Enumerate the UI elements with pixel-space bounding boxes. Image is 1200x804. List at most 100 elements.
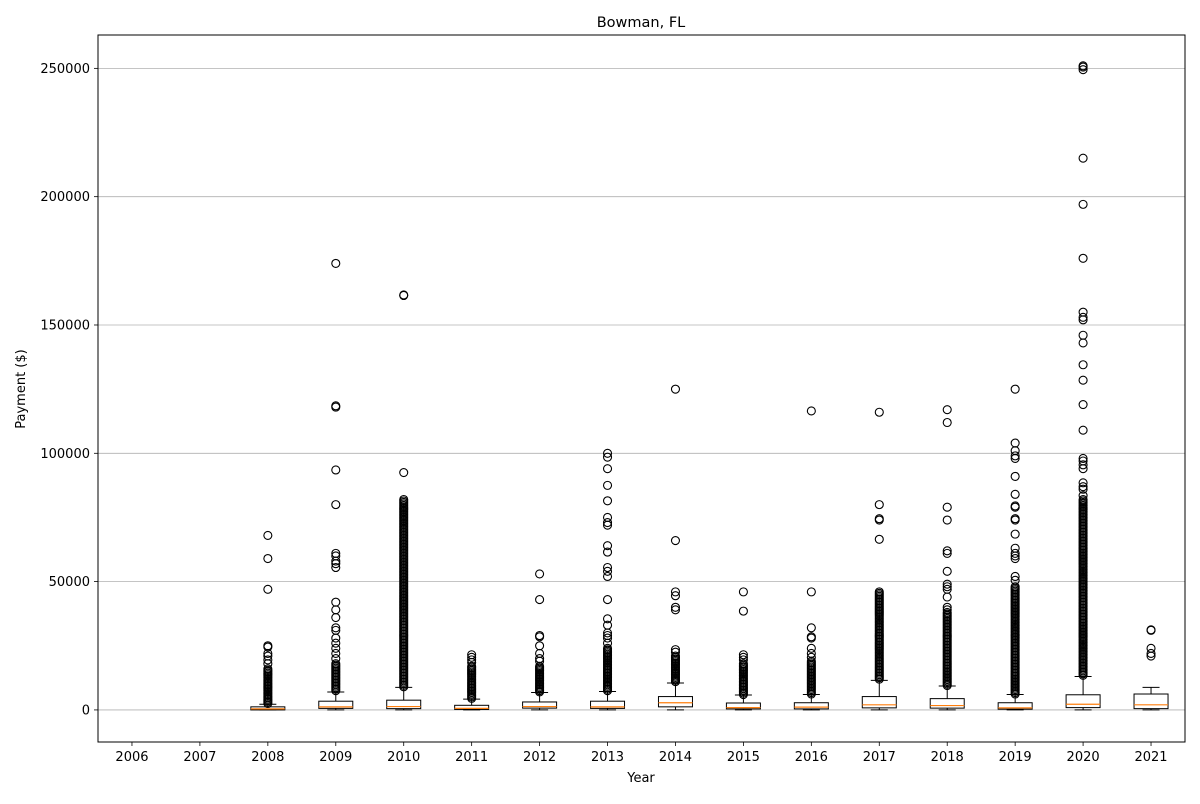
box-iqr <box>997 702 1033 710</box>
outlier-point <box>602 571 613 582</box>
outlier-point <box>1078 62 1088 72</box>
outlier-point <box>806 406 816 416</box>
box-iqr <box>725 702 761 710</box>
outlier-point <box>1078 338 1088 348</box>
grid-lines <box>98 67 1185 711</box>
outlier-point <box>602 638 613 648</box>
outlier-point <box>467 657 477 667</box>
x-tick-label: 2011 <box>455 750 488 765</box>
outlier-point <box>467 652 477 662</box>
outlier-point <box>874 534 884 544</box>
outlier-point <box>399 467 409 478</box>
outlier-point <box>331 556 341 566</box>
outlier-point <box>670 602 681 612</box>
box-iqr <box>522 701 558 709</box>
outlier-point <box>1010 582 1020 592</box>
box-iqr <box>454 704 490 710</box>
box-group <box>1065 61 1101 711</box>
x-tick-label: 2008 <box>251 750 284 765</box>
outlier-point <box>263 648 273 659</box>
x-tick-label: 2014 <box>659 750 692 765</box>
outlier-point <box>602 541 613 551</box>
outlier-point <box>331 402 341 412</box>
outlier-point <box>1078 360 1088 370</box>
box-group <box>250 530 286 711</box>
outlier-point <box>1078 375 1088 385</box>
outlier-point <box>263 664 273 674</box>
outlier-point <box>942 605 952 615</box>
outlier-point <box>1010 548 1020 558</box>
outlier-point <box>331 654 341 664</box>
outlier-point <box>942 417 952 428</box>
outlier-point <box>874 407 884 417</box>
outlier-point <box>1078 65 1088 75</box>
outlier-point <box>738 650 748 660</box>
outlier-point <box>602 448 613 458</box>
x-tick-label: 2020 <box>1067 750 1100 765</box>
box-iqr <box>929 698 965 709</box>
outlier-point <box>1010 515 1020 525</box>
outlier-point <box>1146 648 1156 659</box>
x-axis-ticks: 2006 2007 2008 2009 2010 2011 2012 2013 2014 2015… <box>115 742 1168 765</box>
outlier-point <box>942 607 952 617</box>
outlier-point <box>942 502 952 512</box>
y-tick-label: 100000 <box>40 447 90 462</box>
box-group <box>318 258 354 711</box>
outlier-point <box>738 655 748 665</box>
outlier-point <box>331 648 341 659</box>
box-iqr <box>1065 694 1101 709</box>
outlier-point <box>1078 399 1088 410</box>
outlier-point <box>1078 482 1088 492</box>
x-tick-label: 2007 <box>183 750 216 765</box>
outlier-point <box>1010 384 1020 394</box>
outlier-point <box>602 496 613 506</box>
x-axis-label: Year <box>626 771 655 786</box>
outlier-point <box>263 553 273 564</box>
outlier-point <box>806 652 816 662</box>
outlier-point <box>263 659 273 669</box>
outlier-point <box>535 654 545 664</box>
outlier-point <box>263 642 273 652</box>
y-tick-label: 200000 <box>40 190 90 205</box>
outlier-point <box>602 643 613 653</box>
outlier-point <box>942 592 952 602</box>
outlier-point <box>1010 571 1020 582</box>
box-iqr <box>1133 693 1169 710</box>
outlier-point <box>602 518 613 528</box>
y-tick-label: 50000 <box>49 575 90 590</box>
box-group <box>522 569 558 711</box>
outlier-point <box>331 638 341 648</box>
outlier-point <box>942 548 952 558</box>
box-group <box>997 384 1033 711</box>
outlier-point <box>399 494 409 505</box>
outlier-point <box>1078 312 1088 322</box>
outlier-point <box>1078 453 1088 463</box>
y-axis-ticks: 0 50000 100000 150000 200000 250000 <box>40 62 98 718</box>
outlier-point <box>331 500 341 510</box>
outlier-point <box>1010 489 1020 499</box>
outlier-point <box>1078 464 1088 474</box>
outlier-point <box>602 614 613 624</box>
y-axis-label: Payment ($) <box>14 349 29 428</box>
outlier-point <box>602 633 613 643</box>
outlier-point <box>670 605 681 615</box>
box-group <box>725 587 761 711</box>
outlier-point <box>738 659 748 669</box>
x-tick-label: 2017 <box>863 750 896 765</box>
outlier-point <box>670 647 681 657</box>
outlier-point <box>535 632 545 642</box>
outlier-point <box>738 587 748 597</box>
outlier-point <box>670 535 681 546</box>
box-iqr <box>793 702 829 710</box>
box-iqr <box>386 699 422 710</box>
outlier-point <box>874 587 884 597</box>
outlier-point <box>535 656 545 666</box>
y-tick-label: 150000 <box>40 318 90 333</box>
box-group <box>793 406 829 711</box>
box-iqr <box>657 696 693 708</box>
outlier-point <box>1078 315 1088 325</box>
outlier-point <box>806 623 816 633</box>
box-group <box>861 407 897 711</box>
outlier-point <box>1078 253 1088 263</box>
